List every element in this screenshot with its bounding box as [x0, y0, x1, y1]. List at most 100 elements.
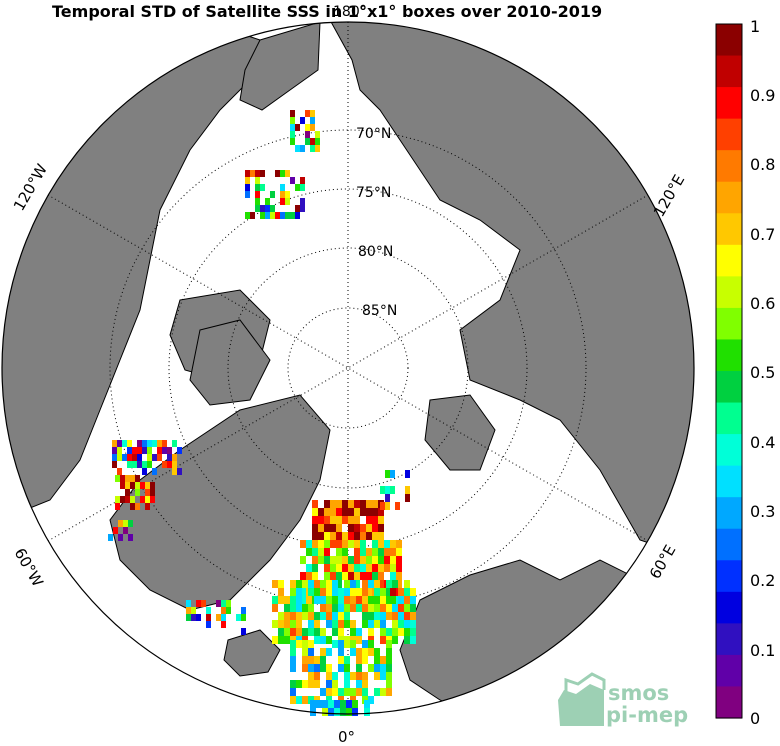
- sss-cell: [140, 496, 145, 503]
- sss-cell: [296, 580, 302, 588]
- sss-cell: [380, 656, 386, 664]
- sss-cell: [384, 588, 390, 596]
- sss-cell: [338, 640, 344, 648]
- sss-cell: [270, 191, 275, 198]
- logo-mark-icon: [558, 684, 604, 726]
- sss-cell: [115, 496, 120, 503]
- sss-cell: [356, 664, 362, 672]
- lat-label-70: 70°N: [356, 126, 391, 142]
- sss-cell: [324, 500, 330, 508]
- sss-cell: [338, 664, 344, 672]
- sss-cell: [324, 548, 330, 556]
- sss-cell: [368, 580, 374, 588]
- sss-cell: [344, 588, 350, 596]
- sss-cell: [386, 640, 392, 648]
- sss-cell: [356, 588, 362, 596]
- sss-cell: [374, 604, 380, 612]
- logo-text-pimep: pi-mep: [606, 703, 688, 727]
- sss-cell: [172, 468, 177, 475]
- sss-cell: [385, 502, 390, 510]
- sss-cell: [392, 628, 398, 636]
- sss-cell: [392, 612, 398, 620]
- sss-cell: [324, 572, 330, 580]
- sss-cell: [221, 614, 226, 621]
- sss-cell: [338, 612, 344, 620]
- colorbar-swatch: [716, 623, 742, 656]
- sss-cell: [410, 636, 416, 644]
- colorbar-swatch: [716, 181, 742, 214]
- sss-cell: [290, 588, 296, 596]
- sss-cell: [396, 572, 402, 580]
- sss-cell: [380, 688, 386, 696]
- sss-cell: [310, 700, 316, 708]
- sss-cell: [366, 564, 372, 572]
- sss-cell: [380, 664, 386, 672]
- cb-tick-0: 0: [750, 709, 760, 728]
- sss-cell: [191, 607, 196, 614]
- sss-cell: [396, 580, 402, 588]
- cb-tick-0-3: 0.3: [750, 502, 775, 521]
- sss-cell: [378, 524, 384, 532]
- sss-cell: [278, 596, 284, 604]
- sss-cell: [125, 496, 130, 503]
- sss-cell: [316, 700, 322, 708]
- sss-cell: [302, 580, 308, 588]
- sss-cell: [326, 580, 332, 588]
- sss-cell: [338, 656, 344, 664]
- sss-cell: [362, 620, 368, 628]
- sss-cell: [366, 516, 372, 524]
- sss-cell: [245, 177, 250, 184]
- sss-cell: [322, 700, 328, 708]
- sss-cell: [305, 110, 310, 117]
- sss-cell: [374, 596, 380, 604]
- sss-cell: [378, 508, 384, 516]
- sss-cell: [362, 656, 368, 664]
- sss-cell: [384, 548, 390, 556]
- colorbar-swatch: [716, 213, 742, 246]
- land-iceland: [223, 629, 281, 677]
- sss-cell: [350, 620, 356, 628]
- sss-cell: [290, 612, 296, 620]
- sss-cell: [360, 556, 366, 564]
- sss-cell: [314, 620, 320, 628]
- colorbar-swatch: [716, 150, 742, 183]
- sss-cell: [280, 191, 285, 198]
- sss-cell: [300, 588, 306, 596]
- sss-cell: [338, 688, 344, 696]
- sss-cell: [312, 540, 318, 548]
- sss-cell: [386, 672, 392, 680]
- sss-cell: [221, 600, 226, 607]
- sss-cell: [364, 708, 370, 716]
- sss-cell: [128, 520, 133, 527]
- sss-cell: [404, 580, 410, 588]
- sss-cell: [390, 596, 396, 604]
- sss-cell: [255, 198, 260, 205]
- logo-wave-icon: [564, 672, 606, 692]
- sss-cell: [280, 198, 285, 205]
- sss-cell: [260, 205, 265, 212]
- sss-cell: [326, 604, 332, 612]
- sss-cell: [245, 184, 250, 191]
- sss-cell: [255, 177, 260, 184]
- sss-cell: [368, 640, 374, 648]
- lat-label-75: 75°N: [356, 185, 391, 201]
- sss-cell: [386, 580, 392, 588]
- sss-cell: [374, 612, 380, 620]
- sss-cell: [372, 508, 378, 516]
- sss-cell: [378, 532, 384, 540]
- sss-cell: [320, 688, 326, 696]
- sss-cell: [275, 170, 280, 177]
- sss-cell: [340, 700, 346, 708]
- sss-cell: [300, 572, 306, 580]
- sss-cell: [285, 170, 290, 177]
- colorbar-swatch: [716, 55, 742, 88]
- cb-tick-0-5: 0.5: [750, 363, 775, 382]
- sss-cell: [177, 447, 182, 454]
- lon-label-0: 0°: [338, 728, 355, 746]
- sss-cell: [392, 636, 398, 644]
- sss-cell: [372, 516, 378, 524]
- sss-cell: [318, 524, 324, 532]
- sss-cell: [318, 548, 324, 556]
- sss-cell: [308, 620, 314, 628]
- sss-cell: [275, 212, 280, 219]
